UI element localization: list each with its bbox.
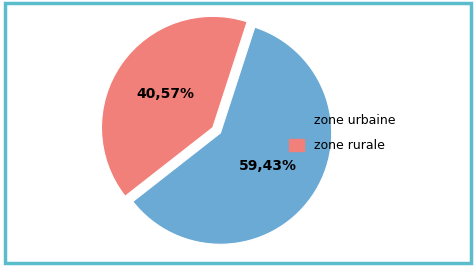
Text: 59,43%: 59,43% [239, 159, 297, 173]
Wedge shape [133, 27, 332, 244]
Text: 40,57%: 40,57% [136, 88, 194, 101]
Wedge shape [101, 16, 247, 196]
Legend: zone urbaine, zone rurale: zone urbaine, zone rurale [284, 109, 400, 157]
